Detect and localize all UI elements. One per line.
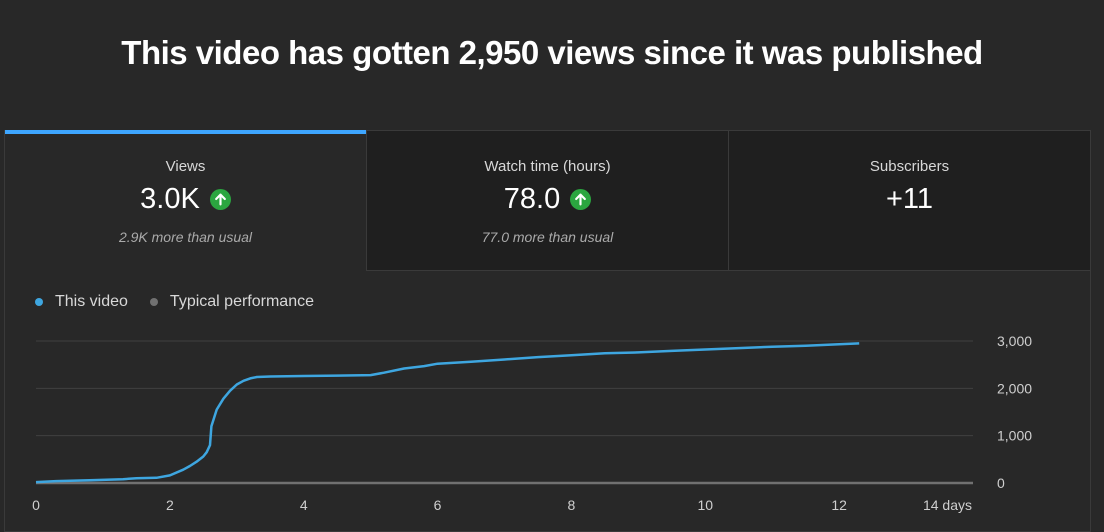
x-tick-label: 6 [434,497,442,513]
x-tick-label: 0 [32,497,40,513]
x-tick-label: 8 [568,497,576,513]
tab-label: Subscribers [869,158,950,175]
legend-item-typical[interactable]: Typical performance [149,293,314,311]
y-tick-label: 0 [997,475,1005,491]
tab-value: +11 [729,183,1090,216]
comparison-text: 2.9K more than usual [118,229,253,245]
legend-dot [149,298,158,306]
x-tick-label: 12 [831,497,847,513]
arrow-up-icon [570,189,592,210]
x-tick-label: 10 [697,497,713,513]
tab-value: 3.0K [5,183,366,216]
analytics-panel: Views 3.0K 2.9K more than usual Watch ti… [4,130,1091,532]
x-tick-label: 4 [300,497,308,513]
comparison-text: 77.0 more than usual [481,229,614,245]
arrow-up-icon [209,189,231,210]
tab-label: Watch time (hours) [484,158,611,175]
legend-item-this-video[interactable]: This video [35,293,128,311]
y-tick-label: 3,000 [997,333,1032,349]
series-line-this-video [35,342,860,484]
tab-watch-time[interactable]: Watch time (hours) 78.0 77.0 more than u… [367,131,729,271]
tab-label: Views [165,158,206,175]
y-tick-label: 2,000 [997,380,1032,396]
metric-value: 78.0 [503,183,561,215]
tab-subscribers[interactable]: Subscribers +11 [729,131,1090,271]
legend-label: This video [55,293,128,310]
legend-dot [35,298,43,306]
metric-value: 3.0K [140,183,200,215]
views-line-chart: 0 1,000 2,000 3,000 0 2 4 6 8 10 12 14 days [32,333,1032,513]
page-title: This video has gotten 2,950 views since … [121,34,983,71]
tab-views[interactable]: Views 3.0K 2.9K more than usual [5,130,367,271]
chart-legend: This video Typical performance [35,293,314,311]
metric-value: +11 [885,183,934,215]
tab-value: 78.0 [367,183,728,216]
x-tick-label: 2 [166,497,174,513]
x-tick-label: 14 days [923,497,972,513]
legend-label: Typical performance [169,293,314,310]
metric-tabs: Views 3.0K 2.9K more than usual Watch ti… [5,130,1090,271]
y-tick-label: 1,000 [997,428,1032,444]
